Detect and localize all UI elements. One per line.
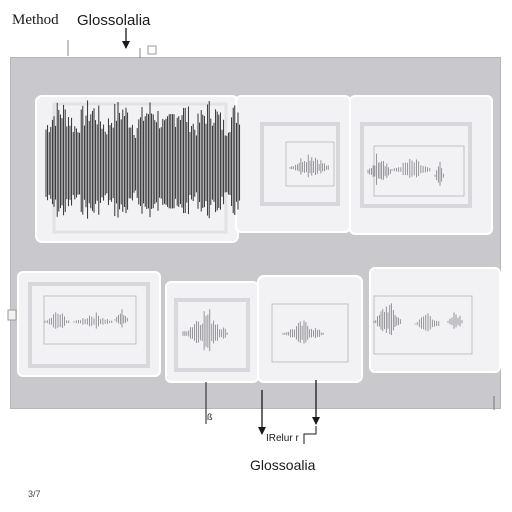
small-mark: ß	[207, 412, 213, 422]
frame-group-top	[35, 95, 493, 243]
small-waveforms	[44, 153, 463, 352]
frame-bottom-1	[17, 271, 161, 377]
leader-line	[303, 426, 317, 444]
glossolalia-heading: Glossolalia	[77, 12, 151, 29]
glossoalia-label: Glossoalia	[250, 457, 316, 473]
edge-tab	[7, 309, 17, 321]
frame-top-3	[349, 95, 493, 235]
main-waveform	[45, 100, 241, 219]
page-number: 3/7	[28, 489, 41, 499]
frame-bottom-4	[369, 267, 501, 373]
frame-group-bottom	[17, 267, 501, 383]
frame-top-2	[235, 95, 351, 233]
method-label: Method	[12, 12, 59, 28]
small-box	[147, 45, 157, 55]
arrow-label: IRelur r	[266, 433, 299, 444]
frame-bottom-3	[257, 275, 363, 383]
